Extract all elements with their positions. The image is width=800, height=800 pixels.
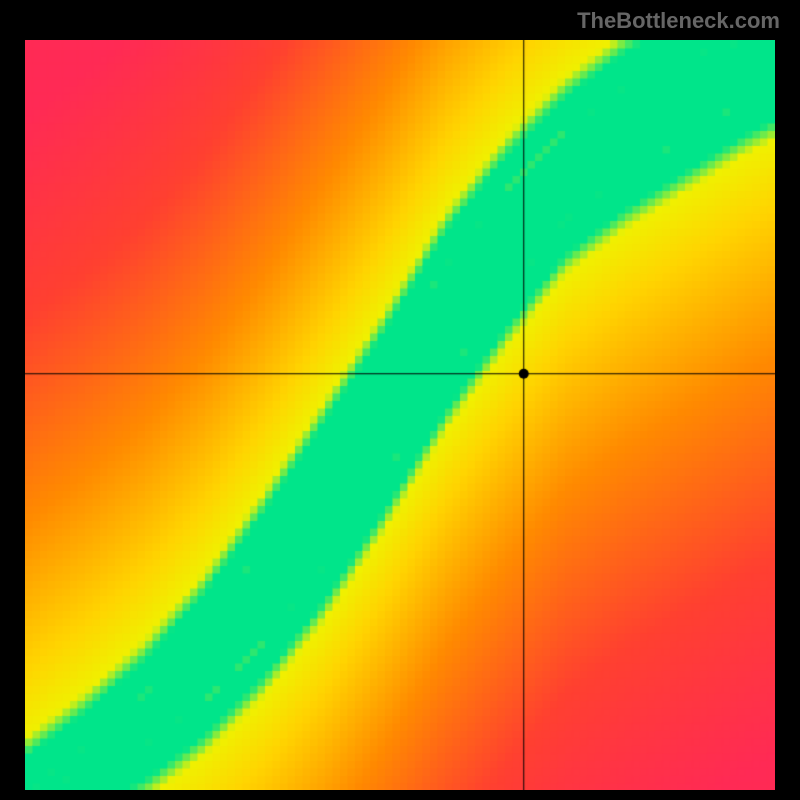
watermark-text: TheBottleneck.com xyxy=(577,8,780,34)
bottleneck-heatmap xyxy=(25,40,775,790)
chart-container: TheBottleneck.com xyxy=(0,0,800,800)
